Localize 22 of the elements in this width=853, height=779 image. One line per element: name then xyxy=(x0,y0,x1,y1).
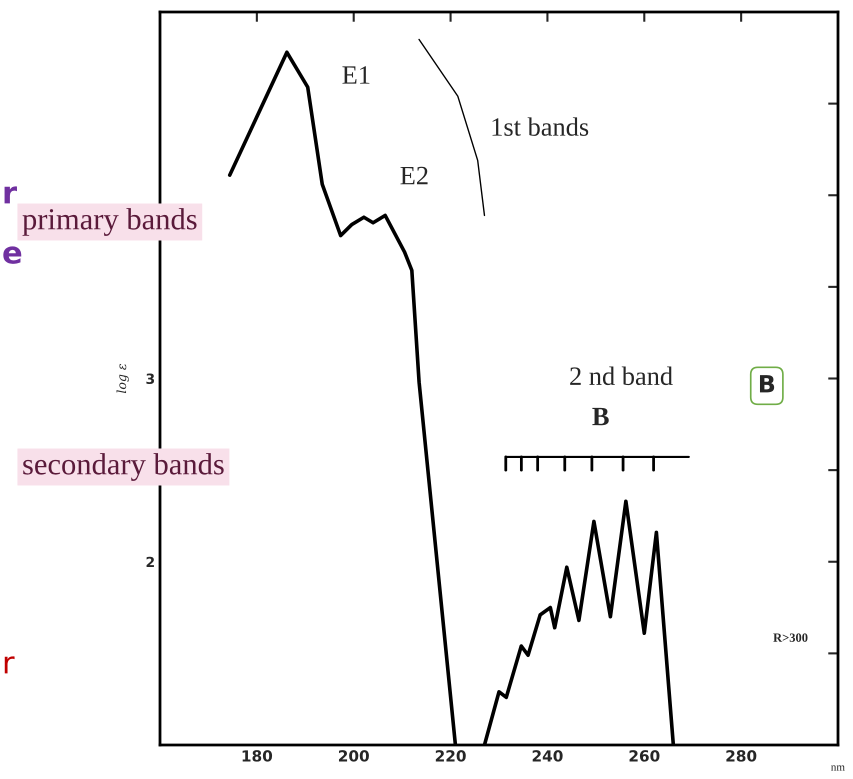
annotation: E1 xyxy=(342,66,370,84)
y-axis-title: log ε xyxy=(116,364,129,394)
annotation: E2 xyxy=(400,166,428,184)
x-tick-label: 280 xyxy=(726,750,756,762)
x-axis-title: nm xyxy=(831,765,845,771)
x-tick-label: 260 xyxy=(630,750,660,762)
x-tick-label: 240 xyxy=(532,750,563,762)
y-tick-label: 3 xyxy=(146,373,154,384)
y-tick-label: 2 xyxy=(146,556,154,568)
text: r xyxy=(4,656,15,674)
annotation: secondary bands xyxy=(23,453,224,481)
annotation: B xyxy=(592,408,609,426)
x-tick-label: 200 xyxy=(338,750,369,762)
x-tick-label: 180 xyxy=(242,750,272,762)
annotation: 2 nd band xyxy=(570,366,673,386)
text: r xyxy=(4,186,17,204)
annotation: primary bands xyxy=(22,208,197,236)
text: e xyxy=(3,246,22,264)
annotation: R>300 xyxy=(773,633,808,642)
x-tick-label: 220 xyxy=(436,750,466,762)
annotation: 1st bands xyxy=(492,117,588,136)
annotation: B xyxy=(760,375,774,392)
